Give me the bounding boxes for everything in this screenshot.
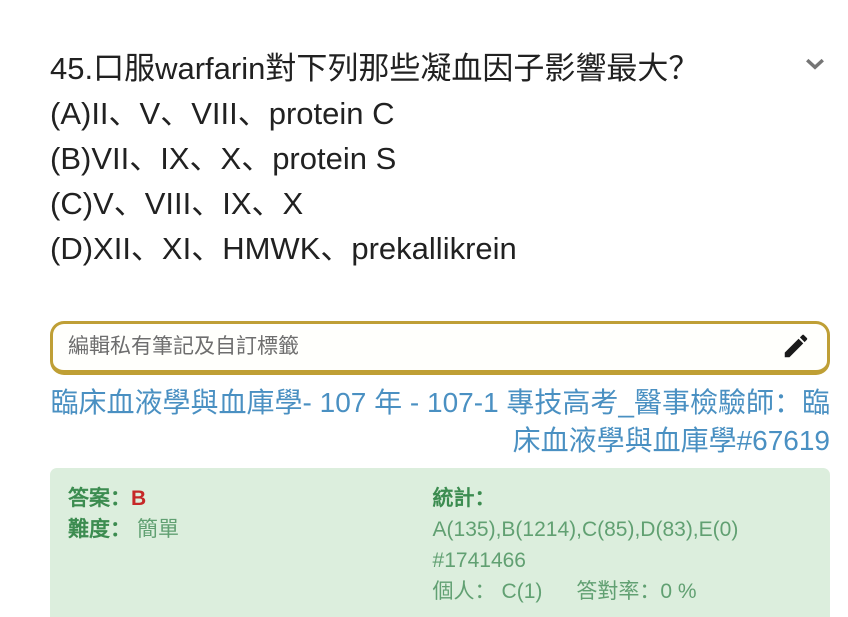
private-note-input[interactable] [68,335,779,359]
answer-value: B [131,487,147,510]
answer-row: 答案：B [68,483,433,514]
accuracy-value: 0 % [660,580,697,603]
answer-stats-panel: 答案：B 難度： 簡單 統計： A(135),B(1214),C(85),D(83… [50,468,830,617]
personal-label: 個人： [432,580,496,603]
stats-column: 統計： A(135),B(1214),C(85),D(83),E(0) #174… [433,483,812,607]
question-block: 45.口服warfarin對下列那些凝血因子影響最大？ (A)II、V、VIII… [50,46,830,271]
answer-label: 答案： [68,487,131,510]
edit-note-button[interactable] [779,330,813,364]
private-note-editor[interactable] [50,321,830,375]
pencil-icon [781,331,811,364]
difficulty-row: 難度： 簡單 [68,514,433,545]
accuracy-label: 答對率： [576,580,661,603]
option-c: (C)V、VIII、IX、X [50,186,304,221]
option-a: (A)II、V、VIII、protein C [50,96,395,131]
option-b: (B)VII、IX、X、protein S [50,141,397,176]
question-stem: 45.口服warfarin對下列那些凝血因子影響最大？ [50,51,700,86]
personal-row: 個人： C(1) 答對率：0 % [433,576,812,607]
personal-answer-value: C(1) [501,580,543,603]
difficulty-label: 難度： [68,518,131,541]
option-d: (D)XII、XI、HMWK、prekallikrein [50,231,517,266]
stats-question-id: #1741466 [432,549,526,572]
answer-column: 答案：B 難度： 簡單 [68,483,433,607]
stats-distribution: A(135),B(1214),C(85),D(83),E(0) [432,518,739,541]
collapse-question-button[interactable] [800,50,830,80]
stats-label: 統計： [432,487,496,510]
exam-source-link[interactable]: 臨床血液學與血庫學- 107 年 - 107-1 專技高考_醫事檢驗師：臨床血液… [50,387,830,456]
difficulty-value: 簡單 [137,518,179,541]
chevron-down-icon [802,51,828,80]
